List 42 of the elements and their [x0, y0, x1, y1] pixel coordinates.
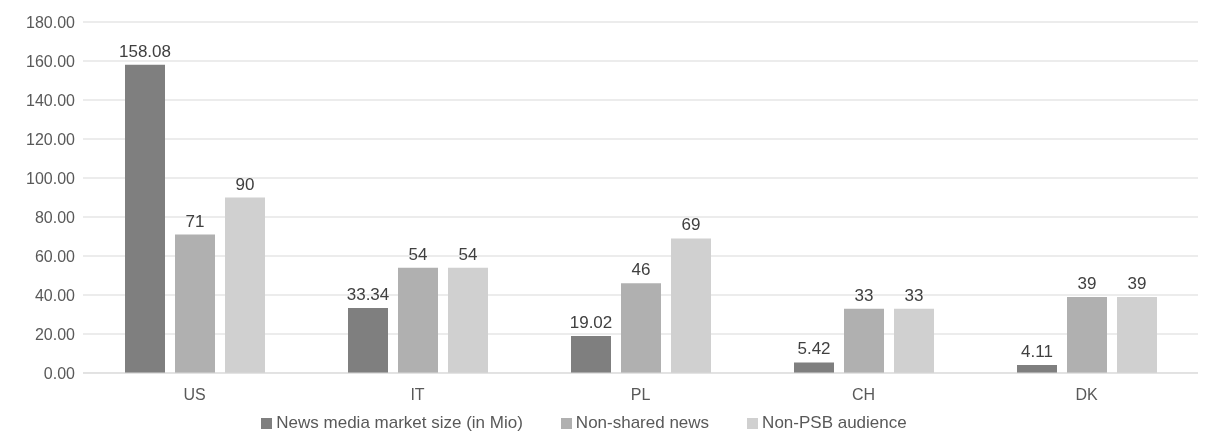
bar	[571, 335, 611, 373]
y-tick-label: 100.00	[26, 169, 76, 187]
x-tick-label: PL	[630, 386, 651, 404]
y-tick-label: 160.00	[26, 52, 76, 70]
y-tick-label: 60.00	[34, 247, 76, 265]
x-tick-label: DK	[1075, 386, 1098, 404]
data-label: 46	[631, 260, 651, 280]
y-tick-label: 180.00	[26, 13, 76, 31]
x-tick-label: IT	[410, 386, 425, 404]
data-label: 158.08	[119, 41, 171, 61]
bar	[125, 64, 165, 373]
data-label: 4.11	[1021, 341, 1053, 361]
bar	[348, 307, 388, 373]
data-label: 33	[854, 285, 874, 305]
y-tick-label: 140.00	[26, 91, 76, 109]
y-tick-label: 120.00	[26, 130, 76, 148]
y-tick-label: 0.00	[43, 364, 76, 382]
data-label: 19.02	[569, 312, 613, 332]
data-label: 39	[1077, 273, 1097, 293]
bar	[175, 234, 215, 373]
y-tick-label: 40.00	[34, 286, 76, 304]
x-tick-label: US	[183, 386, 206, 404]
legend-label: News media market size (in Mio)	[276, 413, 523, 432]
bar	[398, 267, 438, 373]
data-label: 54	[408, 244, 428, 264]
y-tick-label: 80.00	[34, 208, 76, 226]
bar	[621, 283, 661, 373]
data-label: 90	[235, 174, 255, 194]
bar	[1067, 296, 1107, 373]
x-tick-label: CH	[851, 386, 876, 404]
data-label: 33.34	[346, 284, 390, 304]
data-label: 5.42	[797, 339, 831, 359]
data-label: 71	[185, 211, 205, 231]
legend-label: Non-PSB audience	[762, 413, 907, 432]
data-label: 33	[904, 285, 924, 305]
bar	[844, 308, 884, 373]
y-tick-label: 20.00	[34, 325, 76, 343]
data-label: 54	[458, 244, 478, 264]
data-label: 39	[1127, 273, 1147, 293]
legend-label: Non-shared news	[575, 413, 710, 432]
data-label: 69	[681, 215, 701, 235]
bar	[794, 362, 834, 373]
